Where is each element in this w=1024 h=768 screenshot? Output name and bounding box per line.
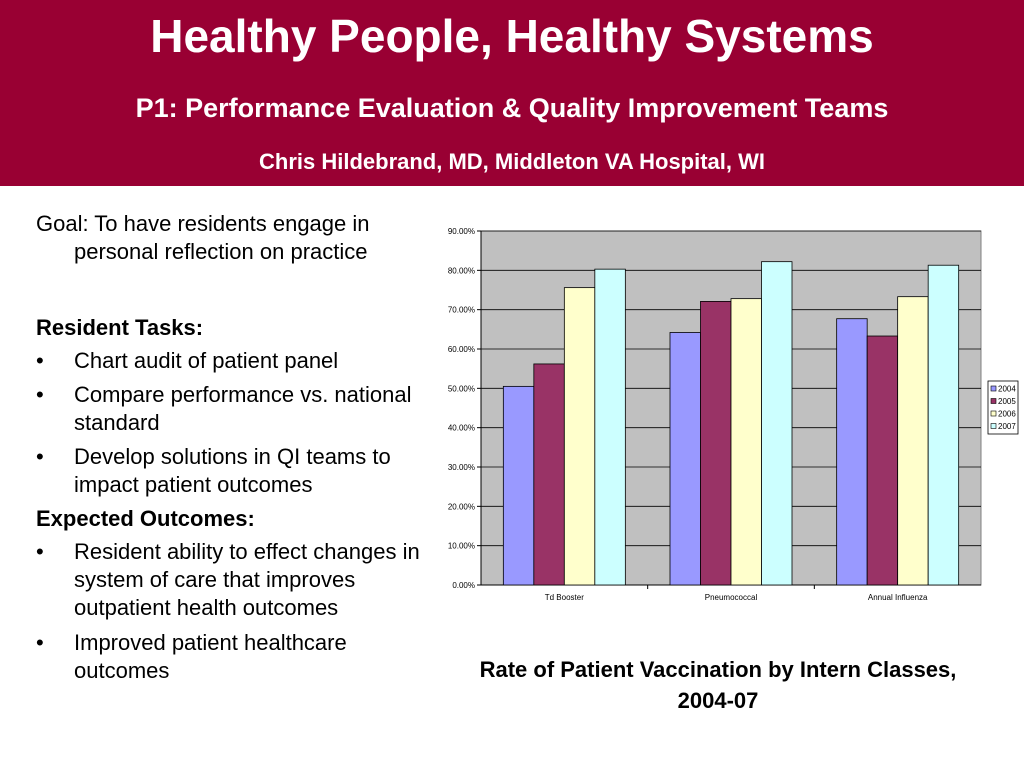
bullet-icon: • xyxy=(36,630,44,655)
legend-swatch-2007 xyxy=(990,423,997,429)
vaccination-bar-chart: 0.00% 10.00% 20.00% 30.00% 40.00% 50.00% 60.00… xyxy=(448,227,1019,602)
y-tick-label: 90.00% xyxy=(448,227,475,236)
chart-caption: Rate of Patient Vaccination by Intern Cl… xyxy=(479,657,957,713)
bar-2006 xyxy=(730,298,762,586)
bar-2004 xyxy=(836,318,868,586)
bar-2005 xyxy=(533,363,565,586)
bar-2007 xyxy=(761,261,793,586)
outcomes-heading: Expected Outcomes: xyxy=(36,506,255,531)
bullet-icon: • xyxy=(36,382,44,407)
y-tick-label: 70.00% xyxy=(448,306,475,315)
task-text: Chart audit of patient panel xyxy=(74,348,339,373)
outcome-text: Resident ability to effect changes in sy… xyxy=(74,539,420,620)
bar-2006 xyxy=(897,296,929,586)
legend-swatch-2004 xyxy=(990,385,997,392)
legend-swatch-2005 xyxy=(990,398,997,404)
outcome-text: Improved patient healthcare outcomes xyxy=(74,630,347,683)
bullet-icon: • xyxy=(36,539,44,564)
bar-2004 xyxy=(669,332,701,586)
tasks-heading: Resident Tasks: xyxy=(36,315,204,340)
bullet-icon: • xyxy=(36,444,44,469)
outcome-item: • Improved patient healthcare outcomes xyxy=(36,629,446,685)
bar-2007 xyxy=(594,268,626,586)
slide-header: Healthy People, Healthy Systems P1: Perf… xyxy=(0,0,1024,186)
legend-label-2006: 2006 xyxy=(998,410,1016,419)
task-item: • Develop solutions in QI teams to impac… xyxy=(36,443,446,499)
legend-label-2007: 2007 xyxy=(998,422,1016,431)
goal-text: Goal: To have residents engage in person… xyxy=(36,211,370,264)
y-tick-label: 0.00% xyxy=(452,581,475,590)
legend-label-2004: 2004 xyxy=(998,385,1016,394)
y-tick-label: 50.00% xyxy=(448,384,475,393)
bullet-icon: • xyxy=(36,348,44,373)
x-tick-label: Annual Influenza xyxy=(868,593,928,602)
text-panel: Goal: To have residents engage in person… xyxy=(36,210,446,692)
y-tick-label: 10.00% xyxy=(448,542,475,551)
tasks-list: • Chart audit of patient panel • Compare… xyxy=(36,347,446,499)
y-tick-label: 20.00% xyxy=(448,502,475,511)
outcomes-list: • Resident ability to effect changes in … xyxy=(36,538,446,685)
bar-2005 xyxy=(700,301,732,586)
y-tick-label: 30.00% xyxy=(448,463,475,472)
task-text: Develop solutions in QI teams to impact … xyxy=(74,444,391,497)
bar-2005 xyxy=(866,335,899,586)
task-item: • Chart audit of patient panel xyxy=(36,347,446,375)
y-tick-label: 80.00% xyxy=(448,266,475,275)
bar-2007 xyxy=(927,264,960,586)
slide-subtitle: P1: Performance Evaluation & Quality Imp… xyxy=(135,93,889,123)
outcome-item: • Resident ability to effect changes in … xyxy=(36,538,446,622)
y-tick-label: 40.00% xyxy=(448,424,475,433)
bar-2006 xyxy=(563,287,596,586)
x-tick-label: Td Booster xyxy=(545,593,584,602)
task-item: • Compare performance vs. national stand… xyxy=(36,381,446,437)
legend-swatch-2006 xyxy=(990,410,997,417)
x-tick-label: Pneumococcal xyxy=(705,593,758,602)
slide-author: Chris Hildebrand, MD, Middleton VA Hospi… xyxy=(259,149,765,174)
legend-label-2005: 2005 xyxy=(998,397,1016,406)
task-text: Compare performance vs. national standar… xyxy=(74,382,412,435)
y-tick-label: 60.00% xyxy=(448,345,475,354)
slide-title: Healthy People, Healthy Systems xyxy=(150,10,874,62)
bar-2004 xyxy=(502,385,535,586)
